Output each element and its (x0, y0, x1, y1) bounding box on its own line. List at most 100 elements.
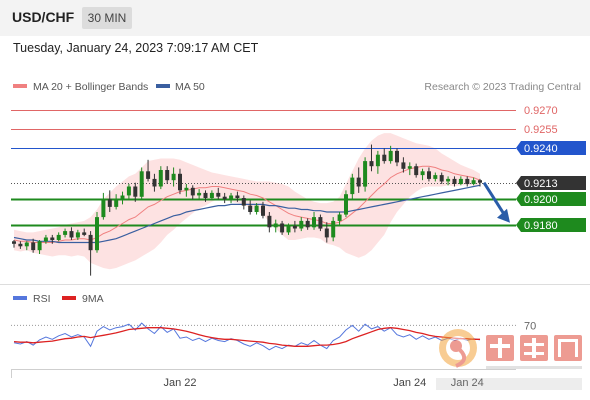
candle-26 (178, 168, 182, 195)
price-tag-label: 0.9213 (524, 178, 558, 190)
rsi-legend-label: RSI (33, 293, 51, 305)
candle-body (369, 161, 374, 167)
cngold-watermark-logo (436, 329, 582, 390)
price-tag-0.9200: 0.9200 (516, 192, 586, 206)
price-tag-bg (516, 141, 586, 155)
candle-body (350, 177, 355, 195)
candle-body (267, 215, 272, 228)
candle-16 (114, 194, 119, 210)
candle-body (229, 195, 234, 200)
candle-23 (158, 166, 163, 190)
candle-70 (458, 176, 463, 186)
candle-body (50, 237, 55, 240)
candle-9 (69, 227, 74, 240)
candle-10 (75, 229, 80, 240)
candle-body (337, 214, 342, 221)
candle-body (324, 228, 329, 238)
candle-65 (427, 167, 431, 182)
candle-body (452, 178, 457, 184)
candle-body (235, 195, 240, 198)
candle-body (43, 237, 48, 242)
rsi-legend-swatch (13, 296, 27, 300)
chart-datetime: Tuesday, January 24, 2023 7:09:17 AM CET (13, 41, 259, 55)
price-tag-0.9240: 0.9240 (516, 141, 586, 155)
chart-header: USD/CHF 30 MIN (0, 0, 590, 36)
candle-body (31, 242, 36, 251)
price-tag-bg (516, 192, 586, 206)
ma20-legend-swatch (13, 84, 27, 88)
candle-body (203, 192, 208, 198)
candle-61 (401, 157, 406, 173)
candle-31 (209, 190, 214, 201)
price-tag-label: 0.9240 (524, 143, 558, 155)
candle-body (69, 231, 74, 238)
candle-body (318, 217, 323, 229)
candle-12 (88, 231, 93, 276)
candle-body (414, 166, 419, 176)
timeframe-button[interactable]: 30 MIN (82, 7, 132, 29)
price-tag-label: 0.9200 (524, 194, 558, 206)
price-tag-bg (516, 218, 586, 232)
candle-38 (254, 203, 259, 215)
candle-body (331, 220, 336, 238)
candle-body (241, 198, 246, 206)
candle-18 (126, 184, 131, 200)
candle-body (356, 177, 361, 187)
candle-body (146, 171, 151, 179)
candle-body (12, 241, 16, 244)
candle-body (401, 162, 406, 169)
candle-58 (382, 148, 387, 164)
candle-body (139, 171, 144, 197)
forecast-arrow-shaft (482, 181, 507, 217)
candle-20 (139, 167, 144, 200)
candle-body (433, 175, 438, 179)
bollinger-band-area (14, 133, 480, 270)
candle-22 (152, 173, 157, 192)
candle-11 (82, 228, 87, 237)
candle-body (427, 171, 431, 179)
candle-body (209, 192, 214, 198)
candle-body (395, 150, 399, 163)
candle-body (120, 195, 125, 200)
candle-71 (465, 176, 470, 187)
candle-13 (95, 212, 99, 253)
candle-40 (267, 212, 272, 233)
candle-body (101, 199, 106, 218)
candle-37 (248, 200, 253, 215)
candle-24 (165, 166, 170, 184)
candle-2 (24, 241, 29, 251)
candle-body (18, 243, 23, 247)
price-tag-0.9213: 0.9213 (516, 176, 586, 190)
candle-body (88, 234, 93, 251)
credit-label: Research © 2023 Trading Central (424, 81, 581, 93)
candle-body (273, 223, 278, 228)
candle-body (171, 173, 176, 181)
ma20-legend-label: MA 20 + Bollinger Bands (33, 81, 148, 93)
symbol-title: USD/CHF (12, 9, 75, 25)
candle-body (114, 199, 119, 207)
candle-body (458, 178, 463, 184)
candle-body (299, 220, 304, 229)
candle-body (184, 187, 189, 191)
candle-67 (439, 172, 444, 184)
candle-body (312, 217, 316, 228)
ma50-legend-swatch (156, 84, 170, 88)
candle-60 (395, 148, 399, 167)
price-tag-label: 0.9255 (524, 124, 558, 136)
candle-7 (56, 232, 61, 242)
candle-body (165, 170, 170, 181)
candle-43 (286, 223, 291, 235)
candle-body (292, 226, 297, 229)
candle-8 (63, 228, 68, 238)
candle-21 (146, 159, 151, 182)
candle-body (126, 186, 131, 196)
candle-body (363, 161, 368, 187)
candle-body (82, 232, 87, 235)
candle-body (75, 232, 80, 238)
candle-72 (471, 177, 476, 186)
candle-body (178, 173, 182, 191)
candle-27 (184, 184, 189, 197)
candle-3 (31, 238, 36, 253)
candle-body (254, 205, 259, 212)
candle-42 (280, 220, 285, 235)
